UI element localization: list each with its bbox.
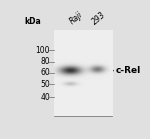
Text: c-Rel: c-Rel [115, 66, 141, 75]
Text: kDa: kDa [24, 17, 41, 26]
Text: 100: 100 [36, 46, 50, 55]
Text: 50: 50 [40, 80, 50, 89]
Bar [54, 29, 112, 116]
Text: 293: 293 [91, 10, 108, 26]
Text: 80: 80 [40, 57, 50, 66]
Text: Raji: Raji [68, 10, 84, 26]
Text: 40: 40 [40, 93, 50, 102]
Text: 60: 60 [40, 68, 50, 77]
